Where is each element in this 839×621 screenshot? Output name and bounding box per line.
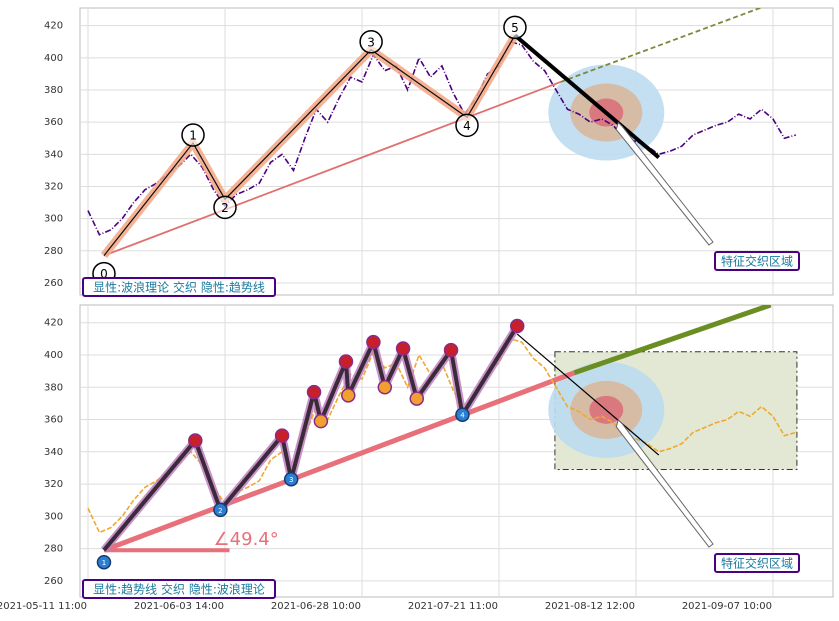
y-tick-label: 320 [44, 479, 63, 490]
wave-marker [213, 502, 228, 518]
thrust-line [516, 333, 660, 456]
wave-marker [313, 413, 329, 429]
wave-label: 1 [189, 129, 197, 143]
wave-label: 4 [463, 119, 471, 133]
plot-frame [79, 7, 834, 296]
y-tick-label: 380 [44, 382, 63, 393]
wave-marker [283, 471, 299, 487]
annotation-box [82, 579, 276, 599]
wave-marker [274, 428, 290, 443]
y-tick-label: 400 [44, 53, 63, 64]
wave-marker [306, 384, 322, 400]
trend-line [573, 305, 772, 376]
y-tick-label: 340 [44, 149, 63, 160]
wave-marker [503, 15, 527, 40]
trend-line [103, 81, 561, 257]
wave-marker [409, 391, 425, 406]
trend-line [103, 370, 576, 553]
wave-label: 3 [289, 476, 293, 484]
y-tick-label: 340 [44, 447, 63, 458]
wave-marker [188, 433, 203, 448]
wave-marker [455, 113, 479, 138]
x-tick-label: 2021-06-28 10:00 [271, 601, 361, 612]
zone-arrow [615, 121, 714, 246]
wave-marker [181, 123, 205, 147]
thrust-line [513, 33, 661, 160]
wave-marker [455, 407, 470, 422]
wave-marker [366, 334, 381, 350]
angle-label: ∠49.4° [214, 529, 279, 550]
wave-marker [509, 318, 525, 334]
wave-label: 5 [511, 21, 519, 35]
annotation-box [82, 277, 276, 297]
y-tick-label: 300 [44, 511, 63, 522]
zone-label: 特征交织区域 [721, 556, 793, 571]
plot-area [87, 8, 797, 259]
y-tick-label: 260 [44, 278, 63, 289]
wave-label: 2 [218, 507, 222, 515]
y-tick-label: 280 [44, 246, 63, 257]
wave-line [102, 324, 519, 552]
wave-marker [213, 195, 237, 220]
y-tick-label: 420 [44, 21, 63, 32]
trend-line [560, 8, 763, 83]
y-tick-label: 300 [44, 214, 63, 225]
wave-label: 1 [102, 559, 106, 567]
wave-marker [395, 341, 411, 356]
wave-marker [338, 354, 354, 369]
x-tick-label: 2021-06-03 14:00 [134, 601, 224, 612]
zone-label-box [714, 553, 800, 573]
zone-label: 特征交织区域 [721, 254, 793, 269]
zone-arrow [615, 418, 714, 548]
x-tick-label: 2021-07-21 11:00 [408, 601, 498, 612]
y-tick-label: 360 [44, 415, 63, 426]
y-tick-label: 360 [44, 117, 63, 128]
y-tick-label: 380 [44, 85, 63, 96]
y-tick-label: 420 [44, 318, 63, 329]
wave-marker [377, 380, 393, 395]
annotation: 显性:波浪理论 交织 隐性:趋势线 [93, 280, 265, 295]
price-line [87, 40, 797, 236]
wave-label: 0 [100, 267, 108, 281]
y-tick-label: 400 [44, 350, 63, 361]
y-tick-label: 320 [44, 181, 63, 192]
zone-label-box [714, 251, 800, 271]
plot-area [87, 305, 798, 553]
x-tick-label: 2021-09-07 10:00 [682, 601, 772, 612]
annotation: 显性:趋势线 交织 隐性:波浪理论 [93, 582, 265, 597]
wave-label: 3 [367, 35, 375, 49]
wave-label: 2 [221, 201, 229, 215]
wave-marker [443, 342, 459, 358]
y-tick-label: 280 [44, 544, 63, 555]
wave-label: 4 [460, 412, 465, 420]
x-tick-label: 2021-08-12 12:00 [545, 601, 635, 612]
wave-marker [359, 30, 383, 54]
x-tick-label: 2021-05-11 11:00 [0, 601, 87, 612]
y-tick-label: 260 [44, 576, 63, 587]
wave-marker [96, 554, 112, 570]
wave-line [103, 35, 516, 256]
wave-marker [341, 388, 356, 403]
